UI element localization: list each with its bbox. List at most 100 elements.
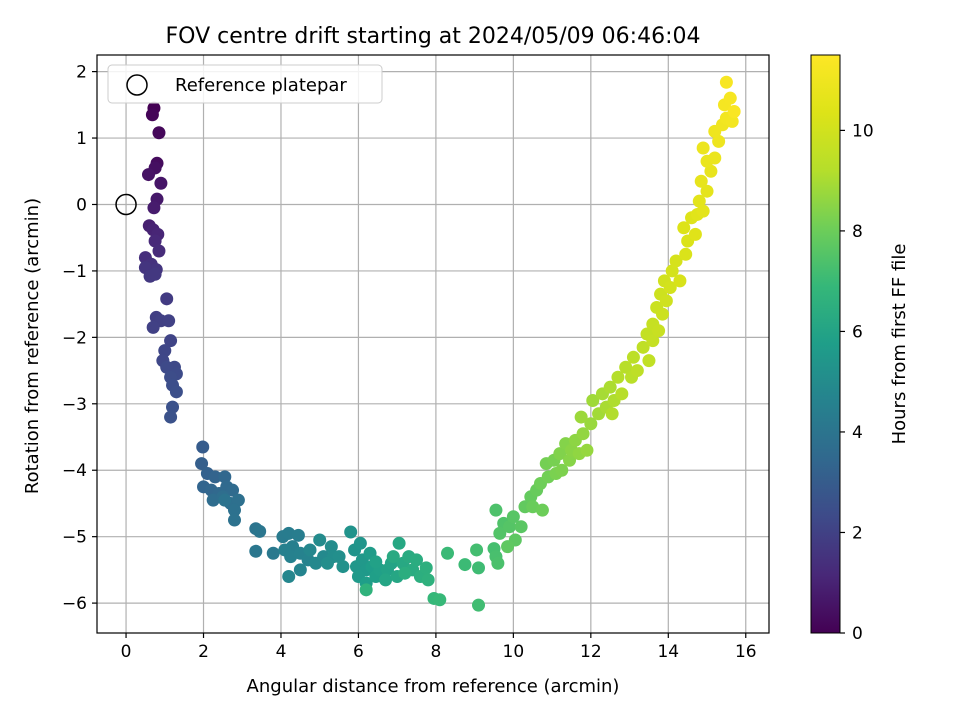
- data-point: [398, 566, 412, 580]
- data-point: [196, 440, 210, 454]
- data-point: [719, 75, 733, 89]
- x-tick-label: 6: [353, 642, 364, 662]
- data-point: [563, 453, 577, 467]
- data-point: [148, 234, 162, 248]
- data-point: [142, 168, 156, 182]
- colorbar-tick-label: 4: [852, 423, 863, 443]
- data-point: [673, 274, 687, 288]
- y-tick-label: 2: [76, 63, 87, 83]
- data-point: [293, 563, 307, 577]
- x-tick-label: 10: [503, 642, 525, 662]
- data-point: [514, 520, 528, 534]
- plot-frame: [96, 54, 770, 634]
- data-point: [227, 513, 241, 527]
- data-point: [669, 254, 683, 268]
- data-point: [696, 141, 710, 155]
- data-point: [282, 570, 296, 584]
- colorbar-label: Hours from first FF file: [889, 244, 910, 445]
- legend-box: [107, 64, 383, 104]
- data-point: [152, 244, 166, 258]
- data-point: [266, 546, 280, 560]
- data-point: [576, 427, 590, 441]
- data-point: [555, 463, 569, 477]
- y-tick-label: −4: [62, 461, 87, 481]
- data-point: [158, 344, 172, 358]
- data-point: [146, 320, 160, 334]
- data-point: [410, 553, 424, 567]
- x-tick-label: 8: [430, 642, 441, 662]
- data-point: [611, 370, 625, 384]
- data-point: [332, 550, 346, 564]
- data-point: [636, 340, 650, 354]
- data-point: [646, 334, 660, 348]
- data-point: [655, 307, 669, 321]
- y-tick-label: −5: [62, 528, 87, 548]
- data-point: [208, 470, 222, 484]
- data-point: [696, 204, 710, 218]
- data-point: [502, 520, 516, 534]
- data-point: [501, 540, 515, 554]
- data-point: [249, 544, 263, 558]
- data-point: [324, 540, 338, 554]
- colorbar-tick-label: 6: [852, 322, 863, 342]
- legend-label: Reference platepar: [175, 75, 347, 96]
- data-point: [603, 380, 617, 394]
- legend-reference-marker: [126, 74, 148, 96]
- data-point: [218, 493, 232, 507]
- y-tick-label: 0: [76, 195, 87, 215]
- data-point: [708, 151, 722, 165]
- data-point: [491, 556, 505, 570]
- data-point: [303, 543, 317, 557]
- data-point: [145, 108, 159, 122]
- data-point: [160, 292, 174, 306]
- data-point: [195, 457, 209, 471]
- data-point: [164, 410, 178, 424]
- data-point: [147, 201, 161, 215]
- data-point: [291, 528, 305, 542]
- data-point: [470, 543, 484, 557]
- x-tick-label: 0: [121, 642, 132, 662]
- data-point: [160, 360, 174, 374]
- data-point: [605, 407, 619, 421]
- x-tick-label: 16: [735, 642, 757, 662]
- x-tick-label: 4: [276, 642, 287, 662]
- data-point: [369, 555, 383, 569]
- colorbar-ticks: 0 2 4 6 8 10: [840, 121, 874, 644]
- data-points: [115, 75, 741, 612]
- data-point: [723, 91, 737, 105]
- data-point: [700, 184, 714, 198]
- colorbar-tick-label: 0: [852, 624, 863, 644]
- data-point: [379, 573, 393, 587]
- data-point: [659, 294, 673, 308]
- y-axis-label: Rotation from reference (arcmin): [22, 198, 43, 494]
- data-point: [493, 526, 507, 540]
- data-point: [359, 583, 373, 597]
- data-point: [164, 334, 178, 348]
- colorbar-tick-label: 8: [852, 222, 863, 242]
- data-point: [489, 503, 503, 517]
- data-point: [472, 561, 486, 575]
- data-point: [584, 417, 598, 431]
- data-point: [433, 593, 447, 607]
- data-point: [727, 104, 741, 118]
- data-point: [320, 556, 334, 570]
- y-tick-label: −1: [62, 262, 87, 282]
- data-point: [386, 550, 400, 564]
- data-point: [642, 354, 656, 368]
- data-point: [615, 387, 629, 401]
- data-point: [166, 400, 180, 414]
- data-point: [226, 483, 240, 497]
- data-point: [458, 558, 472, 572]
- data-point: [392, 536, 406, 550]
- colorbar-gradient: [810, 54, 841, 634]
- legend: Reference platepar: [107, 64, 383, 104]
- data-point: [169, 385, 183, 399]
- y-tick-label: −3: [62, 395, 87, 415]
- data-point: [231, 493, 245, 507]
- data-point: [574, 410, 588, 424]
- data-point: [619, 360, 633, 374]
- x-tick-label: 2: [198, 642, 209, 662]
- data-point: [580, 443, 594, 457]
